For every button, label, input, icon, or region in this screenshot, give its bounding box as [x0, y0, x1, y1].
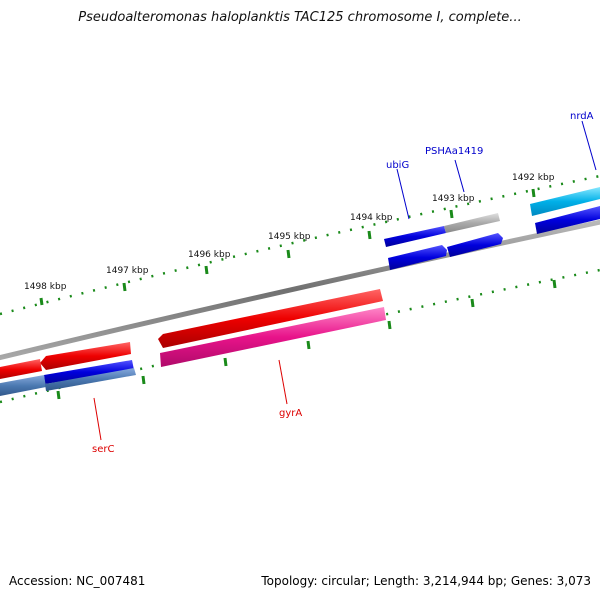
- gene-nrdA[interactable]: [530, 187, 600, 216]
- gene-serC[interactable]: [44, 360, 134, 384]
- major-tick: [306, 340, 311, 350]
- leader-PSHAa1419: [454, 159, 465, 193]
- major-tick: [449, 209, 454, 219]
- gene-steel-left[interactable]: [0, 375, 46, 397]
- tick-label: 1495 kbp: [268, 232, 311, 242]
- topology-summary: Topology: circular; Length: 3,214,944 bp…: [261, 574, 591, 588]
- lower-tick-ring: [0, 268, 600, 404]
- gene-labels: ubiG PSHAa1419 nrdA serC gyrA: [92, 111, 594, 455]
- major-tick: [141, 375, 146, 385]
- gene-blue-reverse-1[interactable]: [388, 245, 447, 270]
- gene-label-PSHAa1419[interactable]: PSHAa1419: [425, 146, 483, 157]
- label-leaders: [93, 120, 597, 441]
- major-ticks-upper: [39, 188, 536, 306]
- chromosome-backbone: [0, 219, 600, 361]
- major-tick: [286, 249, 291, 259]
- major-tick: [122, 282, 127, 292]
- major-tick: [470, 298, 475, 308]
- major-tick: [367, 230, 372, 240]
- major-tick: [39, 297, 44, 306]
- major-tick: [204, 265, 209, 275]
- major-ticks-lower: [56, 279, 557, 400]
- gene-label-gyrA[interactable]: gyrA: [279, 408, 302, 419]
- reverse-strand-genes: [0, 289, 386, 397]
- gene-label-ubiG[interactable]: ubiG: [386, 160, 409, 171]
- tick-labels: 1498 kbp 1497 kbp 1496 kbp 1495 kbp 1494…: [24, 173, 555, 292]
- leader-ubiG: [396, 168, 410, 220]
- gene-gyrA-rna[interactable]: [160, 307, 386, 367]
- leader-nrdA: [581, 120, 597, 171]
- upper-tick-ring: [0, 174, 600, 316]
- forward-strand-genes: [384, 187, 600, 270]
- gene-PSHAa1419[interactable]: [444, 213, 500, 233]
- gene-label-nrdA[interactable]: nrdA: [570, 111, 594, 122]
- major-tick: [552, 279, 557, 289]
- gene-red-left-2[interactable]: [0, 359, 42, 380]
- major-tick: [223, 357, 228, 367]
- major-tick: [56, 390, 61, 400]
- map-title: Pseudoalteromonas haloplanktis TAC125 ch…: [78, 10, 522, 25]
- gene-steel-right[interactable]: [45, 368, 136, 391]
- tick-label: 1497 kbp: [106, 266, 149, 276]
- tick-label: 1493 kbp: [432, 194, 475, 204]
- leader-gyrA: [278, 359, 288, 405]
- tick-label: 1498 kbp: [24, 282, 67, 292]
- gene-gyrA[interactable]: [158, 289, 383, 348]
- gene-label-serC[interactable]: serC: [92, 444, 114, 455]
- tick-label: 1494 kbp: [350, 213, 393, 223]
- gene-ubiG[interactable]: [384, 226, 446, 247]
- major-tick: [387, 320, 392, 330]
- tick-label: 1496 kbp: [188, 250, 231, 260]
- accession-text: Accession: NC_007481: [9, 574, 146, 588]
- gene-red-left-1[interactable]: [40, 342, 131, 370]
- major-tick: [531, 188, 536, 198]
- gene-blue-reverse-2[interactable]: [447, 233, 503, 257]
- leader-serC: [93, 397, 102, 441]
- tick-label: 1492 kbp: [512, 173, 555, 183]
- gene-blue-right[interactable]: [535, 206, 600, 234]
